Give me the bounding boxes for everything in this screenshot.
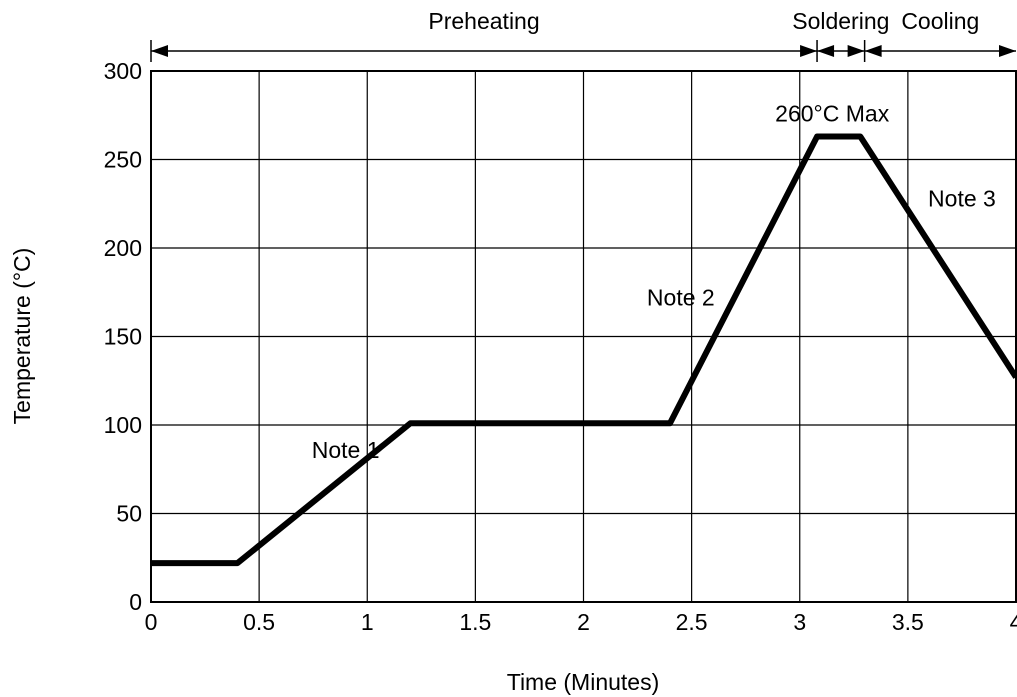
y-tick-label-4: 200 xyxy=(104,235,142,261)
tick-labels: 0 0.5 1 1.5 2 2.5 3 3.5 4 0 50 100 150 200 250 300 xyxy=(104,58,1017,635)
x-tick-label-8: 4 xyxy=(1010,609,1017,635)
phase-label-2: Cooling xyxy=(901,8,979,34)
phase-arrowhead-left-2 xyxy=(864,45,882,57)
series-layer xyxy=(151,133,1017,567)
y-tick-label-5: 250 xyxy=(104,147,142,173)
phase-arrowhead-right-0 xyxy=(800,45,818,57)
x-tick-label-5: 2.5 xyxy=(676,609,708,635)
phase-arrowhead-right-1 xyxy=(847,45,865,57)
x-tick-label-1: 0.5 xyxy=(243,609,275,635)
annotation-2: 260°C Max xyxy=(775,100,890,126)
y-tick-label-0: 0 xyxy=(129,589,142,615)
phase-arrowhead-left-1 xyxy=(817,45,835,57)
annotation-0: Note 1 xyxy=(312,437,380,463)
grid-lines xyxy=(150,70,1017,603)
x-tick-label-3: 1.5 xyxy=(459,609,491,635)
phase-label-1: Soldering xyxy=(792,8,889,34)
y-tick-label-6: 300 xyxy=(104,58,142,84)
annotations: Note 1 Note 2 260°C Max Note 3 xyxy=(312,100,996,462)
annotation-3: Note 3 xyxy=(928,185,996,211)
plot-frame xyxy=(150,70,1017,603)
phase-label-0: Preheating xyxy=(428,8,539,34)
x-tick-label-0: 0 xyxy=(145,609,158,635)
x-tick-label-4: 2 xyxy=(577,609,590,635)
x-tick-label-6: 3 xyxy=(793,609,806,635)
x-tick-label-7: 3.5 xyxy=(892,609,924,635)
phase-bar: Preheating Soldering Cooling xyxy=(150,8,1016,62)
x-axis-title: Time (Minutes) xyxy=(507,669,660,695)
y-tick-label-3: 150 xyxy=(104,324,142,350)
series-line-0 xyxy=(151,133,1017,567)
phase-arrowhead-left-0 xyxy=(151,45,168,57)
annotation-1: Note 2 xyxy=(647,285,715,311)
phase-arrowhead-right-2 xyxy=(999,45,1016,57)
x-tick-label-2: 1 xyxy=(361,609,374,635)
y-axis-title: Temperature (°C) xyxy=(9,248,35,425)
y-tick-label-2: 100 xyxy=(104,412,142,438)
y-tick-label-1: 50 xyxy=(116,501,142,527)
